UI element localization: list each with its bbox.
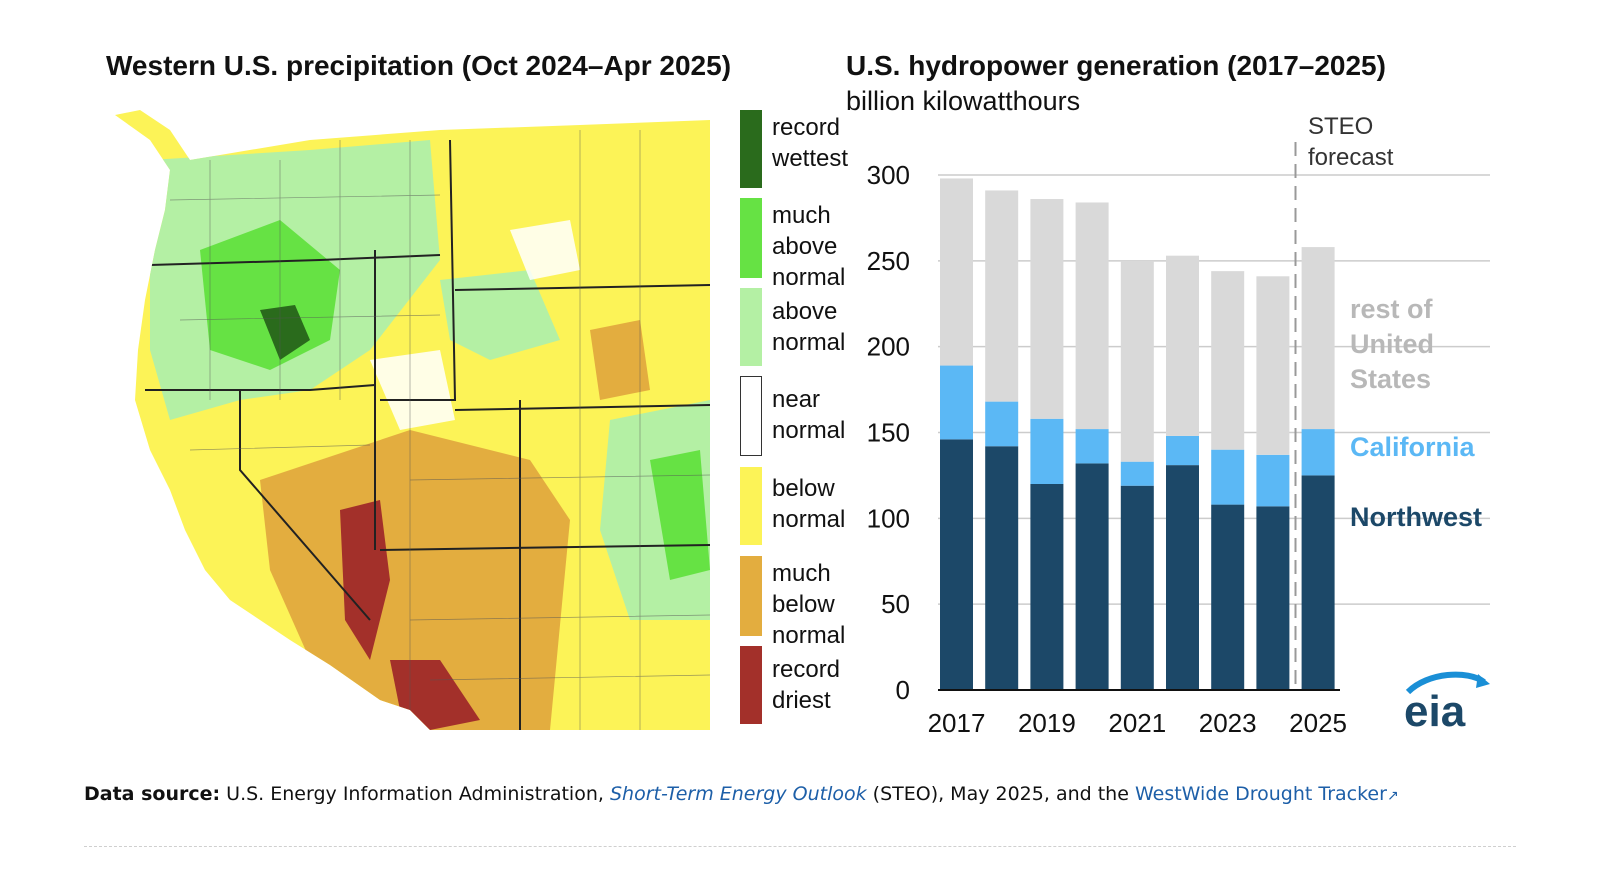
legend-label-record-wettest: record wettest	[772, 114, 849, 172]
eia-logo-icon: eia	[1404, 671, 1490, 736]
map-title: Western U.S. precipitation (Oct 2024–Apr…	[106, 50, 732, 81]
external-link-icon[interactable]: ↗	[1386, 788, 1399, 804]
bar-segment-rest-of-united-states-2022	[1166, 255, 1199, 436]
legend-much-below-normal: much below normal	[740, 556, 880, 649]
bar-segment-california-2019	[1030, 418, 1064, 484]
bar-segment-rest-of-united-states-2024	[1256, 276, 1290, 455]
bar-segment-california-2025	[1301, 429, 1335, 476]
legend-swatch-much-below-normal	[740, 556, 762, 636]
bar-segment-northwest-2022	[1166, 465, 1199, 690]
legend-label-above-normal: above normal	[772, 298, 846, 356]
legend-label-much-above-normal: much above normal	[772, 202, 846, 291]
legend-much-above-normal: much above normal	[740, 198, 880, 291]
legend-swatch-much-above-normal	[740, 198, 762, 278]
westwide-drought-tracker-link[interactable]: WestWide Drought Tracker	[1134, 783, 1387, 805]
axes: 0 50 100 150 200 250 300 2017 2019 2021 2023 2025	[867, 142, 1347, 738]
bar-segment-california-2017	[940, 365, 973, 440]
y-tick-label: 100	[867, 503, 910, 533]
data-source-label: Data source:	[84, 783, 221, 805]
bar-segment-northwest-2024	[1256, 506, 1290, 690]
chart-subtitle: billion kilowatthours	[846, 86, 1081, 116]
legend-record-wettest: record wettest	[740, 110, 880, 188]
bar-segment-rest-of-united-states-2017	[940, 178, 973, 366]
legend-swatch-record-driest	[740, 646, 762, 724]
bars	[940, 178, 1335, 690]
series-label-rest-line3: States	[1350, 364, 1432, 394]
x-tick-label: 2017	[928, 708, 986, 738]
y-tick-label: 150	[867, 418, 910, 448]
hydropower-bar-chart: 0 50 100 150 200 250 300 2017 2019 2021 2023 2025 S…	[867, 113, 1490, 738]
y-tick-label: 50	[881, 589, 910, 619]
precipitation-map-image	[110, 100, 722, 730]
series-label-california: California	[1350, 432, 1475, 462]
forecast-label-line2: forecast	[1308, 144, 1394, 171]
data-source-text2: (STEO), May 2025, and the	[872, 783, 1129, 805]
eia-logo-text: eia	[1404, 687, 1466, 734]
bar-segment-california-2020	[1075, 429, 1109, 464]
legend-swatch-above-normal	[740, 288, 762, 366]
bar-segment-northwest-2023	[1211, 504, 1245, 690]
bar-segment-california-2023	[1211, 449, 1245, 505]
bar-segment-rest-of-united-states-2021	[1120, 260, 1154, 462]
x-tick-label: 2023	[1199, 708, 1257, 738]
legend-label-record-driest: record driest	[772, 656, 841, 714]
series-label-rest-line1: rest of	[1350, 294, 1433, 324]
legend-swatch-near-normal	[740, 376, 762, 456]
bar-segment-northwest-2018	[985, 446, 1019, 690]
x-tick-label: 2025	[1289, 708, 1347, 738]
x-tick-label: 2021	[1108, 708, 1166, 738]
legend-near-normal: near normal	[740, 376, 880, 456]
chart-title: U.S. hydropower generation (2017–2025)	[846, 50, 1386, 81]
legend-above-normal: above normal	[740, 288, 880, 366]
x-tick-label: 2019	[1018, 708, 1076, 738]
data-source-note: Data source: U.S. Energy Information Adm…	[84, 783, 1399, 805]
legend-label-near-normal: near normal	[772, 386, 846, 444]
legend-swatch-below-normal	[740, 467, 762, 545]
bar-segment-northwest-2019	[1030, 484, 1064, 690]
bar-segment-northwest-2025	[1301, 475, 1335, 690]
legend-swatch-record-wettest	[740, 110, 762, 188]
precipitation-map	[110, 100, 722, 730]
bar-segment-rest-of-united-states-2025	[1301, 247, 1335, 430]
steo-link[interactable]: Short-Term Energy Outlook	[609, 783, 867, 805]
forecast-label-line1: STEO	[1308, 113, 1373, 140]
bar-segment-northwest-2020	[1075, 463, 1109, 690]
bar-segment-california-2022	[1166, 435, 1199, 466]
data-source-text1: U.S. Energy Information Administration,	[226, 783, 604, 805]
bar-segment-rest-of-united-states-2019	[1030, 199, 1064, 419]
bar-segment-california-2021	[1120, 461, 1154, 486]
legend-label-below-normal: below normal	[772, 475, 846, 533]
legend-below-normal: below normal	[740, 467, 880, 545]
series-label-rest-line2: United	[1350, 329, 1434, 359]
bar-segment-california-2018	[985, 401, 1019, 447]
eia-logo: eia	[1398, 664, 1498, 736]
y-tick-label: 300	[867, 160, 910, 190]
y-tick-label: 0	[896, 675, 910, 705]
bar-segment-northwest-2017	[940, 439, 973, 690]
bar-segment-northwest-2021	[1120, 485, 1154, 690]
bar-segment-rest-of-united-states-2023	[1211, 271, 1245, 450]
series-label-northwest: Northwest	[1350, 502, 1483, 532]
legend-label-much-below-normal: much below normal	[772, 560, 846, 649]
y-tick-label: 250	[867, 246, 910, 276]
series-label-rest: rest of United States	[1350, 292, 1434, 397]
y-tick-label: 200	[867, 332, 910, 362]
footer-divider	[84, 846, 1516, 847]
bar-segment-rest-of-united-states-2020	[1075, 202, 1109, 430]
bar-segment-rest-of-united-states-2018	[985, 190, 1019, 402]
bar-segment-california-2024	[1256, 454, 1290, 507]
legend-record-driest: record driest	[740, 646, 880, 724]
